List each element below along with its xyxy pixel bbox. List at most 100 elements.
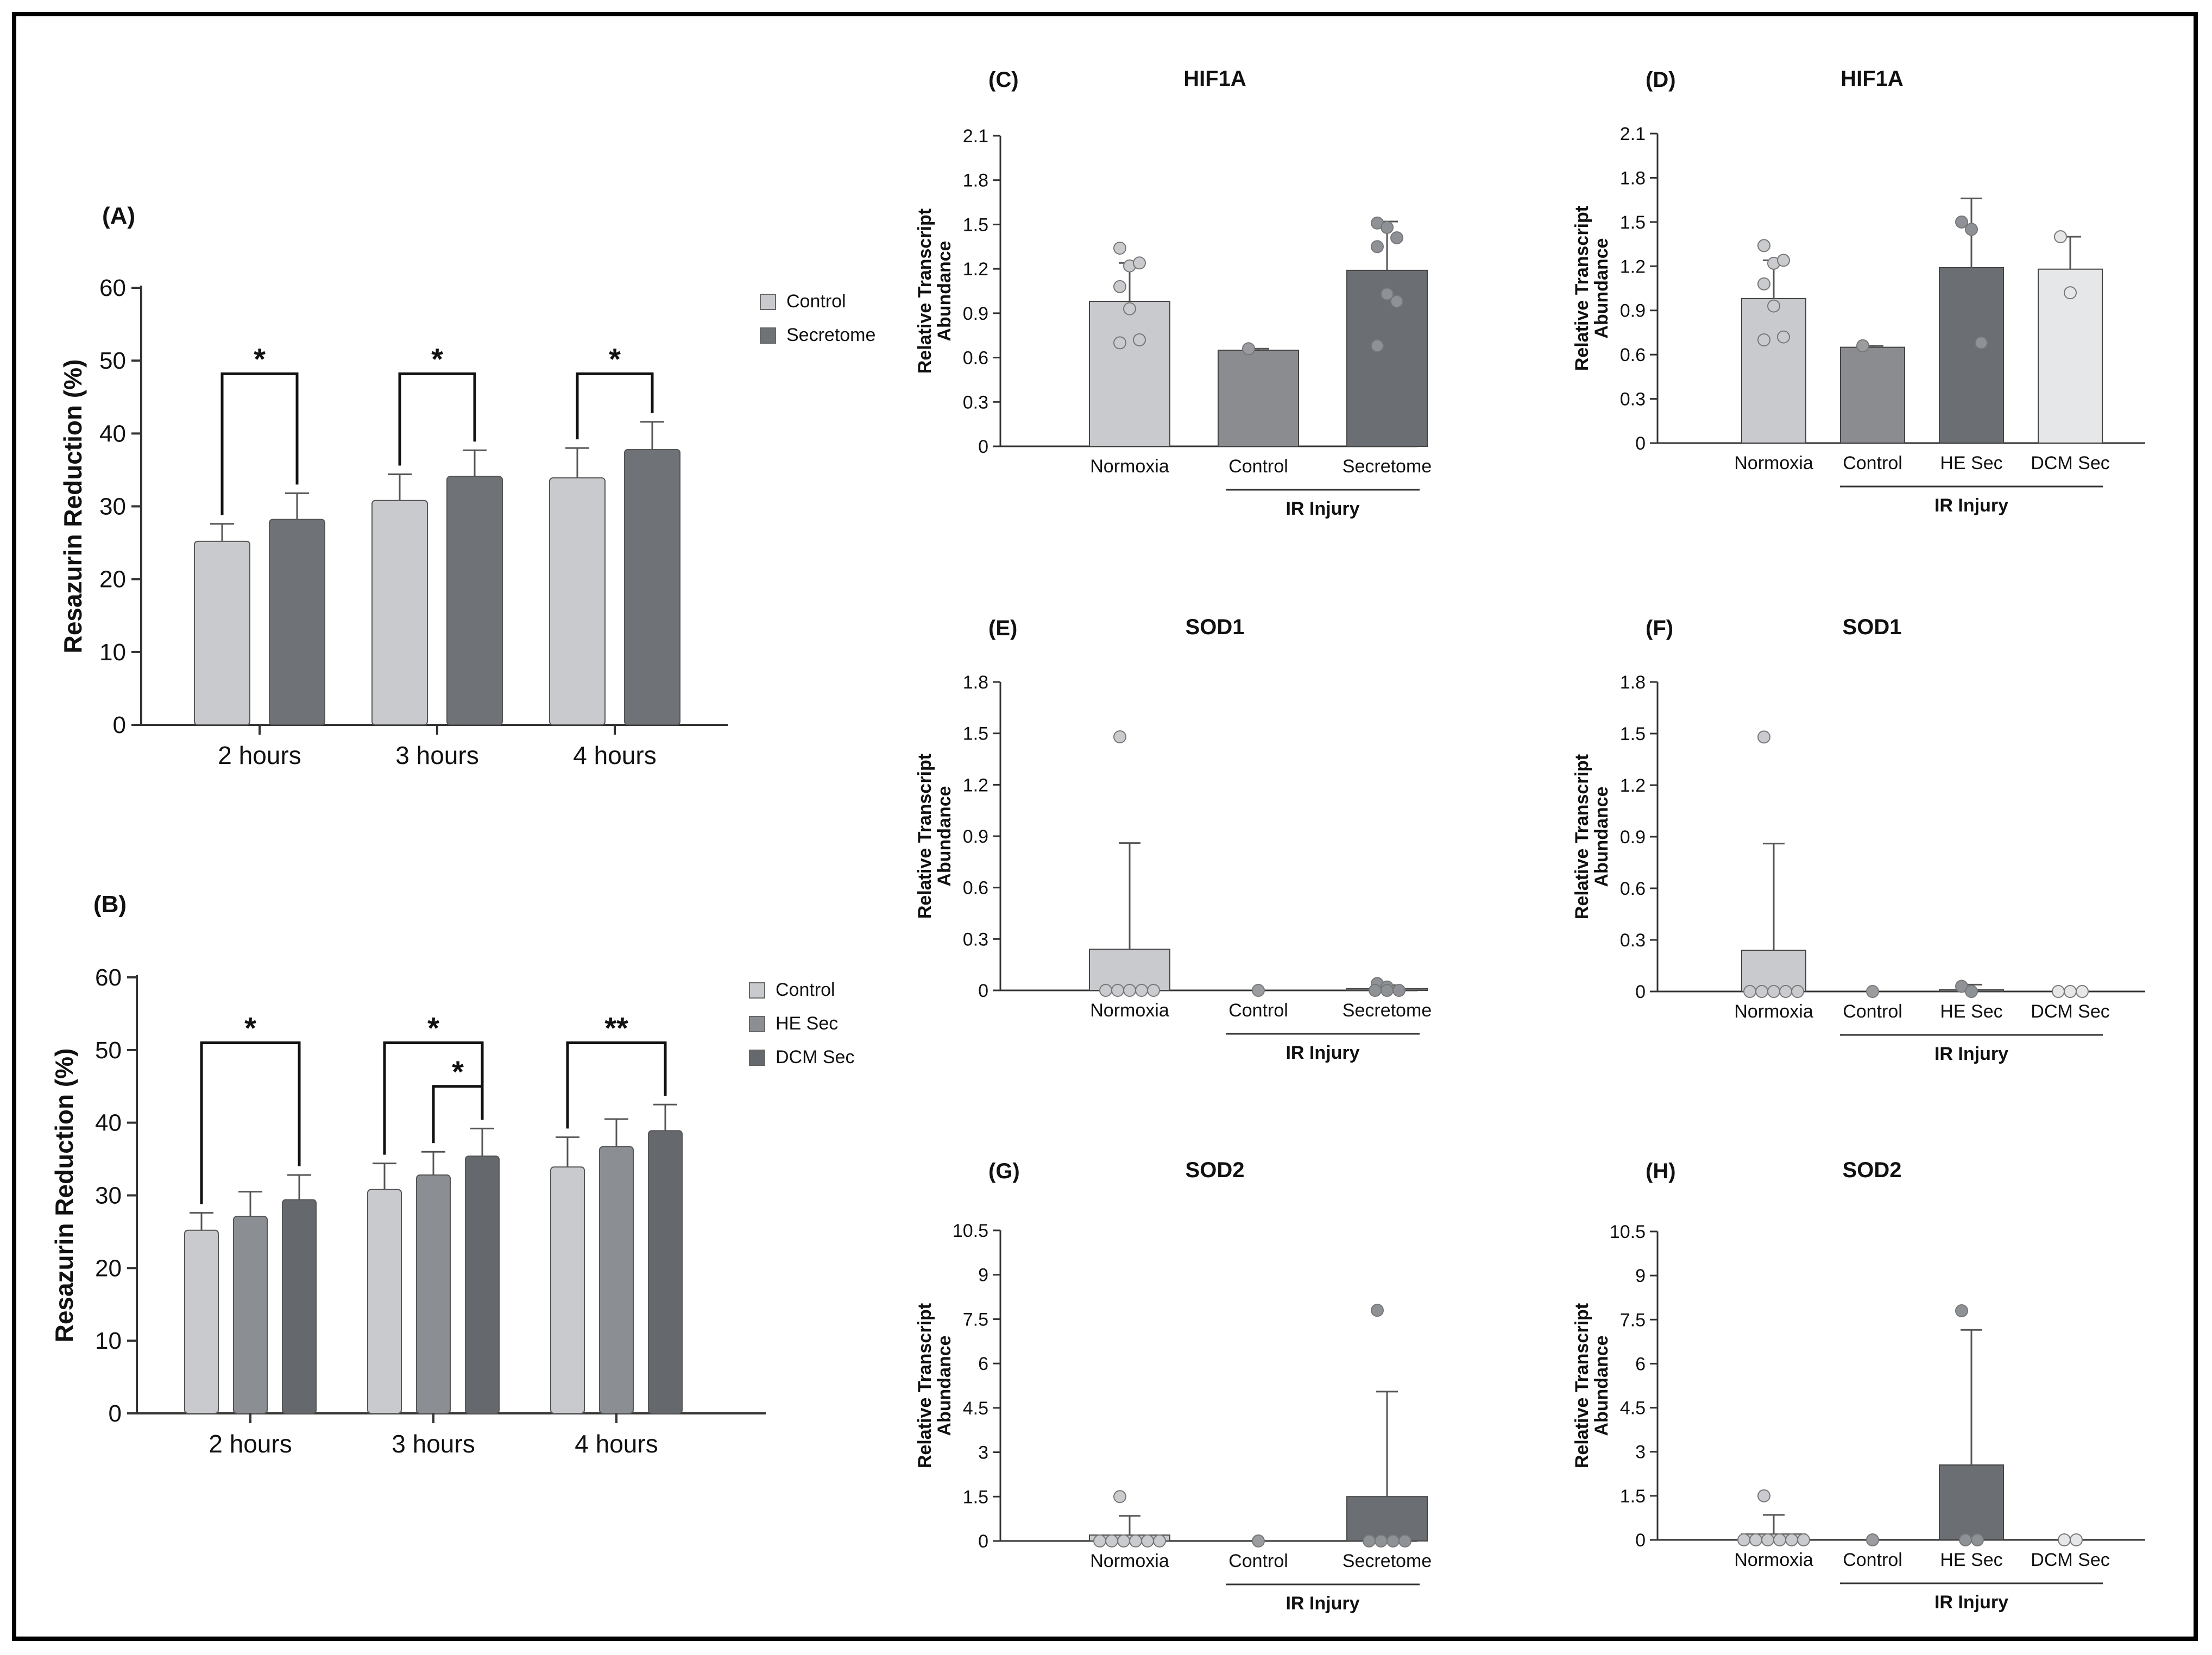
data-point <box>1777 254 1790 267</box>
bar-normoxia <box>1741 298 1806 444</box>
data-point <box>2064 985 2077 998</box>
data-point <box>1777 330 1790 344</box>
panel-d-chart: (D) HIF1A 0 0.3 0.6 0.9 1.2 1.5 1.8 2.1 Relative T… <box>1572 67 2145 516</box>
y-tick-label: 1.8 <box>1620 672 1646 693</box>
y-axis-label: Relative Transcript <box>915 754 935 919</box>
bar-dcm-sec <box>282 1199 317 1414</box>
x-tick-label: Control <box>1228 456 1288 477</box>
x-tick-label: Normoxia <box>1090 1000 1169 1021</box>
bar-control <box>367 1189 402 1414</box>
data-point <box>1866 1533 1879 1546</box>
significance-bracket <box>220 372 299 515</box>
chart-title: SOD1 <box>1186 615 1245 639</box>
x-tick-label: Normoxia <box>1734 453 1813 473</box>
chart-title: SOD2 <box>1186 1158 1245 1182</box>
group-label: IR Injury <box>1934 1044 2008 1064</box>
y-tick-label: 0 <box>978 437 988 457</box>
x-tick-label: DCM Sec <box>2031 453 2109 473</box>
legend-swatch <box>749 1050 765 1066</box>
y-tick-label: 0 <box>978 981 988 1001</box>
x-tick-label: DCM Sec <box>2031 1001 2109 1022</box>
legend-label: Control <box>776 980 835 1000</box>
data-point <box>1779 985 1792 998</box>
data-point <box>1955 1304 1968 1318</box>
y-axis-label: Abundance <box>1591 786 1612 887</box>
x-tick-label: 2 hours <box>218 741 301 769</box>
x-tick-label: 3 hours <box>392 1430 475 1458</box>
data-point <box>1113 242 1126 255</box>
significance-bracket <box>576 372 654 440</box>
data-point <box>1113 336 1126 350</box>
y-tick-label: 10 <box>95 1328 122 1354</box>
x-tick-label: 2 hours <box>209 1430 292 1458</box>
data-point <box>2052 985 2065 998</box>
data-point <box>1965 223 1978 236</box>
y-tick-label: 0.3 <box>1620 389 1646 410</box>
data-point <box>1390 295 1403 308</box>
y-tick-label: 0 <box>978 1531 988 1552</box>
x-tick-label: Normoxia <box>1734 1550 1813 1570</box>
y-tick-label: 1.2 <box>1620 256 1646 277</box>
y-axis-label: Relative Transcript <box>915 1303 935 1468</box>
data-point <box>1975 336 1988 350</box>
y-axis-label: Abundance <box>934 241 955 341</box>
data-point <box>1141 1534 1154 1547</box>
data-point <box>1153 1534 1166 1547</box>
y-tick-label: 0.6 <box>1620 345 1646 365</box>
data-point <box>1757 277 1770 290</box>
data-point <box>1390 231 1403 244</box>
y-tick-label: 3 <box>978 1443 988 1463</box>
y-tick-label: 0.3 <box>963 929 988 950</box>
y-axis-label: Relative Transcript <box>1572 1303 1592 1468</box>
y-tick-label: 10.5 <box>1610 1222 1646 1242</box>
y-tick-label: 2.1 <box>963 126 988 147</box>
bar-secretome <box>624 449 680 725</box>
bar-he-sec <box>599 1146 634 1414</box>
y-tick-label: 0.6 <box>1620 879 1646 899</box>
data-point <box>1743 985 1756 998</box>
panel-label: (C) <box>988 68 1019 92</box>
x-tick-label: HE Sec <box>1940 453 2002 473</box>
bar-he-sec <box>1939 1464 2004 1540</box>
data-point <box>1252 1534 1265 1547</box>
data-point <box>1117 1534 1130 1547</box>
data-point <box>1959 1533 1972 1546</box>
panel-label: (F) <box>1646 616 1673 640</box>
x-tick-label: 4 hours <box>575 1430 658 1458</box>
y-tick-label: 6 <box>978 1354 988 1374</box>
y-tick-label: 0.6 <box>963 878 988 899</box>
y-tick-label: 1.2 <box>963 775 988 795</box>
y-tick-label: 0.3 <box>1620 930 1646 951</box>
x-tick-label: HE Sec <box>1940 1550 2002 1570</box>
bar-control <box>184 1229 219 1414</box>
bar-he-sec <box>1939 267 2004 444</box>
bar-secretome <box>1346 1496 1428 1542</box>
data-point <box>2054 230 2067 243</box>
group-label: IR Injury <box>1285 1593 1359 1614</box>
y-axis-label: Abundance <box>1591 1335 1612 1436</box>
y-tick-label: 6 <box>1635 1354 1646 1374</box>
x-tick-label: Control <box>1843 453 1902 473</box>
y-tick-label: 40 <box>95 1110 122 1136</box>
bar-he-sec <box>233 1216 268 1414</box>
y-tick-label: 0 <box>1635 1530 1646 1551</box>
data-point <box>2070 1533 2083 1546</box>
x-tick-label: Control <box>1228 1000 1288 1021</box>
data-point <box>1371 339 1384 352</box>
significance-bracket <box>398 372 476 466</box>
panel-e-chart: (E) SOD1 0 0.3 0.6 0.9 1.2 1.5 1.8 Relative Trans… <box>915 615 1432 1063</box>
bar-normoxia <box>1741 950 1806 992</box>
data-point <box>1955 215 1968 229</box>
y-tick-label: 9 <box>1635 1266 1646 1286</box>
data-point <box>1398 1534 1411 1547</box>
y-tick-label: 1.5 <box>963 214 988 235</box>
panel-label: (A) <box>102 203 135 229</box>
data-point <box>1381 220 1394 234</box>
data-point <box>1363 1534 1376 1547</box>
y-tick-label: 0.3 <box>963 392 988 413</box>
group-label: IR Injury <box>1285 1043 1359 1063</box>
data-point <box>1767 985 1780 998</box>
significance-label: * <box>254 342 266 376</box>
y-axis-label: Abundance <box>934 786 955 886</box>
bar-dcm-sec <box>465 1155 500 1414</box>
